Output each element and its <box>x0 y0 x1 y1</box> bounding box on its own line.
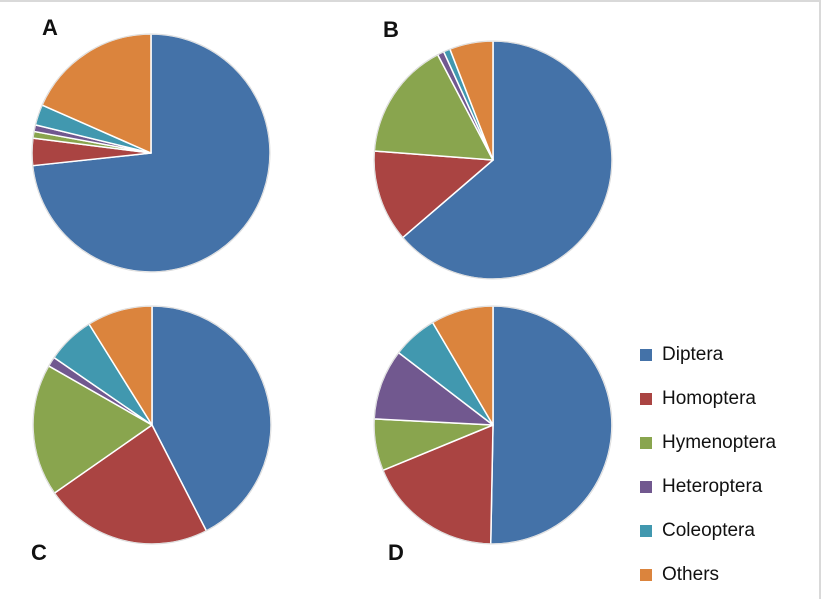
frame-border-top <box>0 0 821 2</box>
legend-swatch-coleoptera <box>640 525 652 537</box>
legend-item-heteroptera: Heteroptera <box>640 474 762 500</box>
pie-chart-c <box>32 305 272 545</box>
frame-border-right <box>819 0 821 599</box>
legend-item-diptera: Diptera <box>640 342 723 368</box>
legend-label-hymenoptera: Hymenoptera <box>662 432 777 453</box>
panel-label-a: A <box>42 15 58 40</box>
pie-chart-d <box>373 305 613 545</box>
legend-label-others: Others <box>662 564 720 585</box>
legend-swatch-others <box>640 569 652 581</box>
legend-item-coleoptera: Coleoptera <box>640 518 755 544</box>
legend-label-diptera: Diptera <box>662 344 724 365</box>
legend-swatch-diptera <box>640 349 652 361</box>
pie-outline-c <box>32 305 272 545</box>
legend-swatch-hymenoptera <box>640 437 652 449</box>
pie-chart-a <box>31 33 271 273</box>
legend-item-others: Others <box>640 562 719 588</box>
legend-label-homoptera: Homoptera <box>662 388 756 409</box>
panel-label-b: B <box>383 17 399 42</box>
pie-outline-d <box>373 305 613 545</box>
legend-item-hymenoptera: Hymenoptera <box>640 430 776 456</box>
legend-label-coleoptera: Coleoptera <box>662 520 755 541</box>
panel-label-c: C <box>31 540 47 565</box>
legend-item-homoptera: Homoptera <box>640 386 756 412</box>
legend-swatch-heteroptera <box>640 481 652 493</box>
pie-outline-a <box>31 33 271 273</box>
pie-chart-b <box>373 40 613 280</box>
pie-slice-d-diptera <box>489 305 613 545</box>
legend-label-heteroptera: Heteroptera <box>662 476 763 497</box>
legend-swatch-homoptera <box>640 393 652 405</box>
panel-label-d: D <box>388 540 404 565</box>
pie-outline-b <box>373 40 613 280</box>
